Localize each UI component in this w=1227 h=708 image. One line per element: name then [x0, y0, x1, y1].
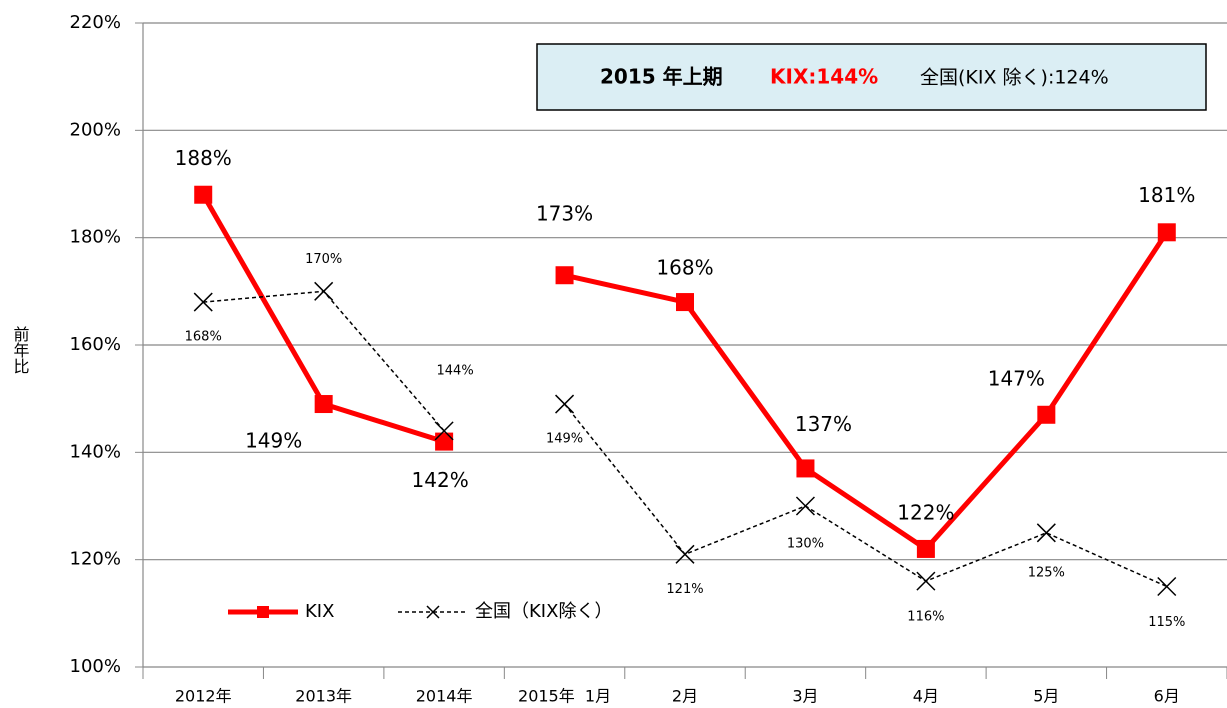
y-tick-label: 180% [70, 227, 121, 248]
data-label: 170% [305, 252, 342, 267]
marker [555, 394, 575, 414]
y-axis-label: 前年比 [11, 326, 30, 374]
data-label: 188% [175, 146, 232, 170]
data-label: 115% [1148, 615, 1185, 630]
series-line [564, 230, 1169, 553]
data-label: 149% [245, 429, 302, 453]
data-label: 121% [666, 582, 703, 597]
data-label: 168% [185, 330, 222, 345]
marker [1037, 405, 1056, 424]
data-label: 168% [656, 256, 713, 280]
marker [1157, 223, 1176, 242]
marker [1157, 576, 1177, 597]
marker [435, 432, 454, 451]
marker [916, 539, 935, 558]
y-tick-label: 200% [70, 119, 121, 140]
data-label: 149% [546, 432, 583, 447]
series-line [563, 403, 1168, 588]
x-tick-label: 2月 [672, 687, 698, 706]
marker [916, 571, 936, 591]
data-label: 173% [536, 202, 593, 226]
annotation-box [536, 43, 1207, 111]
data-label: 147% [988, 366, 1045, 390]
data-label: 137% [795, 412, 852, 436]
x-tick-label: 2013年 [295, 687, 352, 706]
legend-label: 全国（KIX除く） [475, 601, 612, 622]
y-tick-label: 100% [70, 656, 121, 677]
marker [193, 292, 213, 312]
legend-marker [257, 606, 269, 618]
annotation-period: 2015 年上期 [600, 65, 723, 89]
annotation-kix: KIX:144% [770, 65, 878, 89]
x-tick-label: 5月 [1033, 687, 1059, 706]
y-tick-label: 220% [70, 12, 121, 33]
data-label: 181% [1138, 183, 1195, 207]
legend-label: KIX [305, 601, 334, 622]
marker [795, 496, 815, 516]
data-label: 130% [787, 537, 824, 552]
marker [555, 266, 574, 285]
marker [314, 281, 334, 301]
x-tick-label: 3月 [792, 687, 818, 706]
annotation-national: 全国(KIX 除く):124% [920, 67, 1109, 89]
data-label: 144% [437, 363, 474, 378]
marker [675, 544, 695, 564]
data-label: 122% [897, 500, 954, 524]
y-tick-label: 160% [70, 334, 121, 355]
data-label: 142% [412, 468, 469, 492]
x-tick-label: 4月 [913, 687, 939, 706]
data-label: 125% [1028, 565, 1065, 580]
marker [434, 421, 454, 441]
marker [194, 185, 213, 204]
legend-marker [426, 605, 440, 619]
data-label: 116% [907, 610, 944, 625]
marker [796, 459, 815, 478]
marker [1036, 523, 1056, 543]
x-tick-label: 2015年 1月 [518, 687, 611, 706]
y-tick-label: 140% [70, 441, 121, 462]
marker [314, 395, 333, 414]
marker [676, 293, 694, 312]
x-tick-label: 2012年 [175, 687, 232, 706]
y-tick-label: 120% [70, 549, 121, 570]
x-tick-label: 2014年 [416, 687, 473, 706]
x-tick-label: 6月 [1154, 687, 1180, 706]
